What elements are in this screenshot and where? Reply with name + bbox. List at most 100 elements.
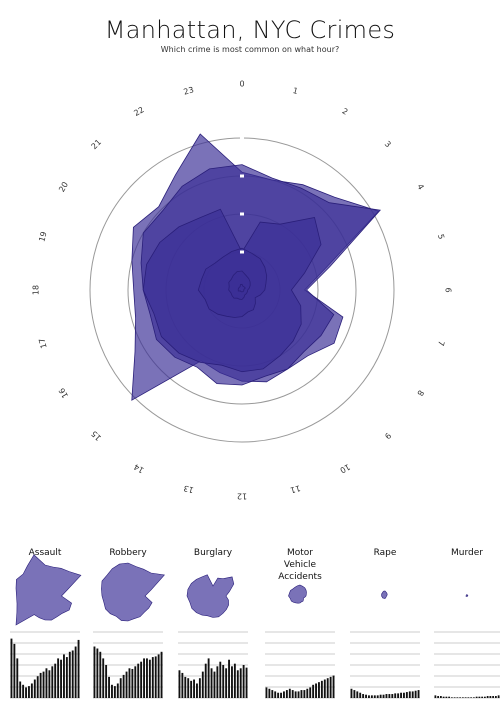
bar	[280, 692, 282, 698]
bar	[497, 695, 500, 698]
bar	[434, 695, 437, 698]
bar	[478, 696, 481, 698]
bar	[13, 643, 16, 698]
hour-label: 15	[90, 429, 104, 443]
bar	[467, 697, 470, 698]
bar	[400, 692, 402, 698]
bar	[28, 686, 30, 698]
bar	[51, 666, 54, 698]
bar	[356, 691, 359, 698]
bar	[440, 696, 442, 698]
bar	[207, 658, 210, 698]
radar-series-rape	[228, 270, 251, 300]
hour-label: 16	[57, 386, 70, 399]
bar	[225, 668, 228, 698]
bar	[213, 671, 216, 698]
hour-label: 14	[132, 462, 145, 475]
bar	[71, 650, 74, 698]
bar	[196, 683, 198, 698]
bar	[368, 695, 370, 698]
bar	[306, 688, 309, 698]
mini-radar	[15, 554, 82, 626]
bar	[134, 666, 137, 698]
bar	[403, 692, 405, 698]
bar	[370, 695, 373, 698]
bar	[39, 672, 42, 698]
bar	[116, 683, 119, 698]
bar	[105, 665, 108, 698]
bar	[16, 658, 19, 698]
bar	[178, 670, 181, 698]
bar	[385, 694, 388, 698]
bar	[151, 657, 154, 698]
mini-radar	[101, 562, 165, 622]
bar	[148, 659, 151, 698]
bar	[453, 697, 456, 698]
bar	[309, 687, 312, 698]
bar	[63, 654, 65, 698]
crime-label: Robbery	[109, 548, 147, 558]
bar	[365, 694, 367, 698]
mini-radar	[186, 574, 235, 618]
hour-label: 21	[90, 138, 104, 152]
bar	[405, 692, 408, 698]
hour-label: 4	[415, 183, 425, 192]
bar	[233, 663, 236, 698]
bar	[216, 666, 219, 698]
bar	[445, 696, 448, 698]
bar	[274, 691, 277, 698]
bar	[464, 697, 467, 698]
crime-label: Rape	[374, 548, 397, 558]
hour-label: 9	[383, 431, 393, 441]
bar	[300, 690, 303, 698]
bar	[288, 688, 291, 698]
bar	[99, 651, 102, 698]
bar	[48, 670, 51, 698]
bar	[157, 654, 160, 698]
bar	[198, 678, 201, 698]
bar	[283, 691, 285, 698]
bar	[397, 693, 400, 698]
crime-label: Motor	[287, 548, 313, 558]
bar	[122, 674, 125, 698]
bar	[332, 675, 335, 698]
bar	[239, 668, 242, 698]
bar	[10, 638, 13, 698]
bar	[222, 665, 225, 698]
bar	[236, 670, 239, 698]
bar	[303, 690, 306, 698]
bar	[489, 696, 492, 698]
ring-tick	[240, 250, 244, 254]
bar	[25, 687, 27, 698]
bar	[128, 668, 131, 698]
bar	[481, 696, 484, 698]
bar	[228, 659, 230, 698]
bar	[323, 679, 326, 698]
bar	[125, 671, 128, 698]
page-subtitle: Which crime is most common on what hour?	[160, 45, 340, 54]
hour-label: 20	[57, 180, 70, 193]
bar	[473, 697, 475, 698]
hour-label: 10	[338, 462, 351, 475]
bar	[36, 676, 39, 698]
bar	[193, 679, 195, 698]
bar	[268, 688, 271, 698]
bar	[448, 696, 451, 698]
crime-label: Accidents	[278, 572, 322, 582]
bar	[140, 661, 143, 698]
bar	[291, 690, 294, 698]
mini-radar	[381, 590, 388, 599]
bar	[350, 688, 353, 698]
bar	[113, 686, 116, 698]
bar	[417, 690, 420, 698]
hour-label: 23	[183, 85, 195, 96]
bar	[492, 696, 495, 698]
bar	[442, 696, 445, 698]
bar	[394, 693, 397, 698]
bar	[312, 684, 315, 698]
bar	[33, 679, 36, 698]
bar	[277, 692, 280, 698]
bar	[242, 665, 245, 698]
bar	[265, 687, 268, 698]
hour-label: 3	[383, 139, 393, 149]
